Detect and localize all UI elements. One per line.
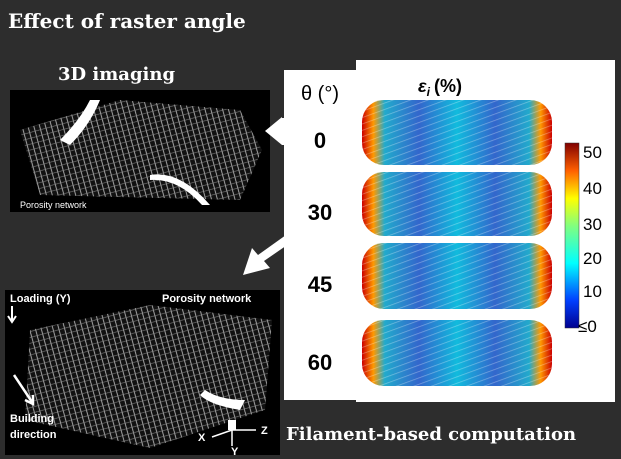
porosity-label: Porosity network [162,293,252,305]
axis-label: Z [261,425,268,437]
colorbar-tick: 30 [583,215,602,234]
specimen-texture [362,100,552,165]
axis-label: X [198,432,206,444]
angle: 30 [308,200,332,225]
axis-label: Y [231,446,239,458]
specimen-texture [362,243,552,309]
colorbar-tick: 40 [583,179,602,198]
angle: 60 [308,350,332,375]
specimen-texture [362,320,552,386]
loading-label: Loading (Y) [10,293,71,305]
axes-box [228,420,236,430]
specimens [362,100,552,386]
figure: Effect of raster angle 3D imaging Porosi… [0,0,621,459]
imaging-title: 3D imaging [58,64,175,85]
building-label: Building [10,413,54,425]
angle-header: θ (°) [301,83,339,105]
top-label: Porosity network [20,200,87,210]
title: Effect of raster angle [8,9,246,33]
colorbar-tick: ≤0 [578,317,597,336]
angle: 45 [308,272,332,297]
colorbar-tick: 20 [583,249,602,268]
computation-title: Filament-based computation [286,424,576,445]
specimen-texture [362,172,552,236]
colorbar-tick: 50 [583,143,602,162]
strain-header: εi(%) [418,76,462,99]
angle: 0 [314,128,326,153]
building-label: direction [10,429,57,441]
colorbar-tick: 10 [583,282,602,301]
strain-unit: (%) [434,76,462,96]
colorbar [565,143,579,328]
